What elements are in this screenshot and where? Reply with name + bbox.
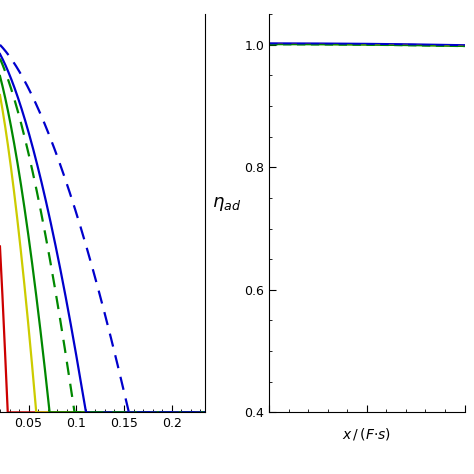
Y-axis label: $\eta_{ad}$: $\eta_{ad}$ [211, 195, 241, 213]
X-axis label: $x\,/\,(F{\cdot}s)$: $x\,/\,(F{\cdot}s)$ [342, 426, 392, 442]
